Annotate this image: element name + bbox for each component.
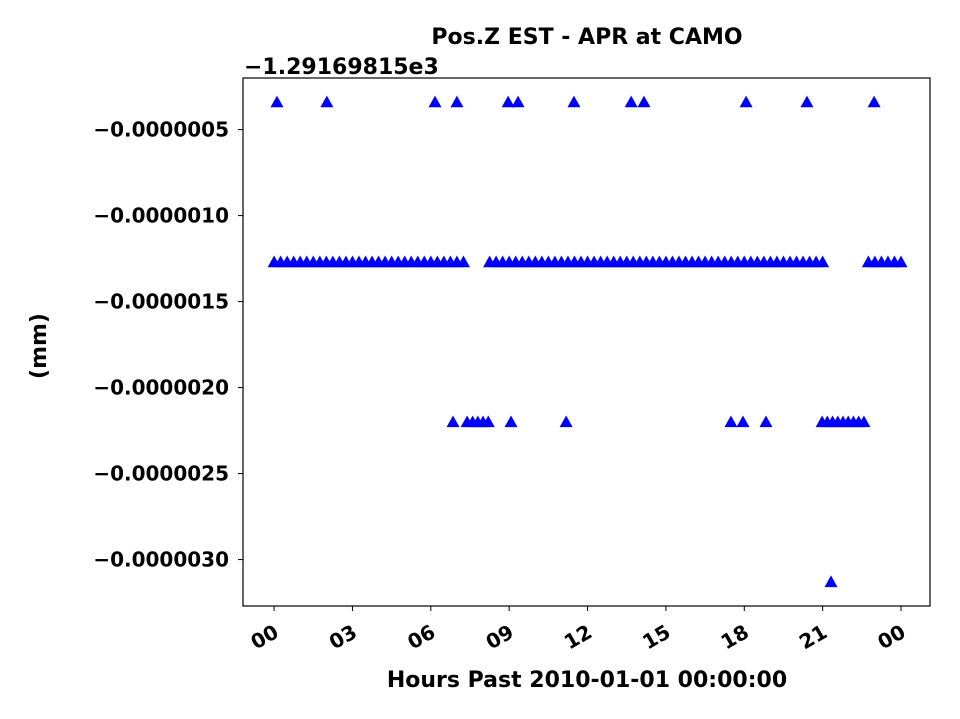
data-point xyxy=(867,95,881,108)
data-point xyxy=(800,95,814,108)
data-point xyxy=(759,415,773,428)
data-point xyxy=(450,95,464,108)
y-tick-label: −0.0000015 xyxy=(93,290,229,314)
data-point xyxy=(567,95,581,108)
y-axis-label: (mm) xyxy=(27,313,52,379)
data-point xyxy=(501,95,515,108)
data-point xyxy=(511,95,525,108)
y-tick-label: −0.0000020 xyxy=(93,376,229,400)
data-point xyxy=(270,95,284,108)
x-tick-label: 00 xyxy=(873,620,909,655)
data-point xyxy=(504,415,518,428)
data-point xyxy=(446,415,460,428)
data-point xyxy=(739,95,753,108)
x-tick-label: 15 xyxy=(638,620,674,655)
data-point xyxy=(824,575,838,588)
data-point xyxy=(428,95,442,108)
data-point xyxy=(724,415,738,428)
y-tick-label: −0.0000010 xyxy=(93,204,229,228)
y-tick-label: −0.0000025 xyxy=(93,462,229,486)
x-tick-label: 12 xyxy=(560,620,596,655)
data-point xyxy=(456,255,470,268)
chart-title: Pos.Z EST - APR at CAMO xyxy=(431,25,742,50)
x-tick-label: 09 xyxy=(482,620,518,655)
data-point xyxy=(320,95,334,108)
x-tick-label: 03 xyxy=(325,620,361,655)
y-tick-label: −0.0000030 xyxy=(93,548,229,572)
data-point xyxy=(857,415,871,428)
data-point xyxy=(624,95,638,108)
x-axis-label: Hours Past 2010-01-01 00:00:00 xyxy=(387,668,787,693)
x-tick-label: 18 xyxy=(717,620,753,655)
data-point xyxy=(736,415,750,428)
data-point xyxy=(481,415,495,428)
plot-frame xyxy=(242,77,931,607)
data-point xyxy=(816,255,830,268)
x-tick-label: 00 xyxy=(246,620,282,655)
y-offset-label: −1.29169815e3 xyxy=(244,55,439,80)
y-tick-label: −0.0000005 xyxy=(93,118,229,142)
data-point xyxy=(559,415,573,428)
x-tick-label: 06 xyxy=(403,620,439,655)
x-tick-label: 21 xyxy=(795,620,831,655)
data-point xyxy=(637,95,651,108)
data-point xyxy=(894,255,908,268)
